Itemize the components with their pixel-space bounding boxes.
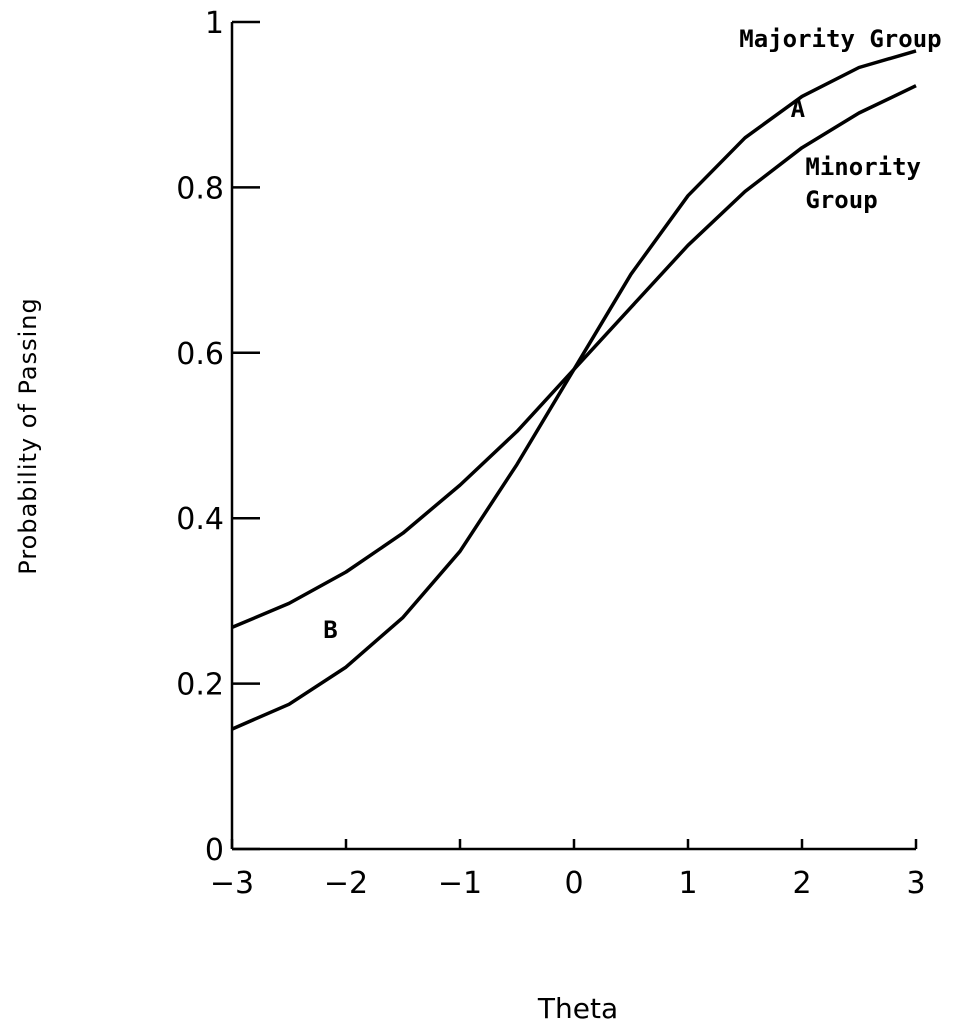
y-tick-label: 1: [205, 6, 224, 41]
x-tick-label: 0: [564, 866, 583, 901]
annotation-label: Minority: [805, 153, 921, 181]
annotation-label: Majority Group: [739, 25, 941, 53]
x-tick-label: 3: [906, 866, 925, 901]
x-axis-title: Theta: [537, 992, 618, 1025]
series-layer: [231, 49, 917, 731]
y-tick-label: 0.6: [176, 337, 224, 372]
y-axis-title: Probability of Passing: [14, 297, 42, 574]
y-tick-label: 0: [205, 833, 224, 868]
y-tick-label: 0.2: [176, 668, 224, 703]
x-tick-label: −1: [438, 866, 482, 901]
axes: −3 −2 −1 0 1 2 3 0 0.2 0.4 0.6 0.8 1: [176, 6, 925, 901]
annotation-label: A: [791, 95, 806, 123]
series-line-minority-group: [231, 84, 917, 630]
x-tick-label: −2: [324, 866, 368, 901]
y-tick-label: 0.8: [176, 171, 224, 206]
annotation-label: B: [323, 616, 337, 644]
x-tick-label: −3: [210, 866, 254, 901]
annotation-layer: Majority Group A Minority Group B: [323, 25, 941, 644]
x-tick-label: 2: [792, 866, 811, 901]
x-tick-label: 1: [678, 866, 697, 901]
annotation-label: Group: [805, 186, 877, 214]
y-tick-label: 0.4: [176, 502, 224, 537]
